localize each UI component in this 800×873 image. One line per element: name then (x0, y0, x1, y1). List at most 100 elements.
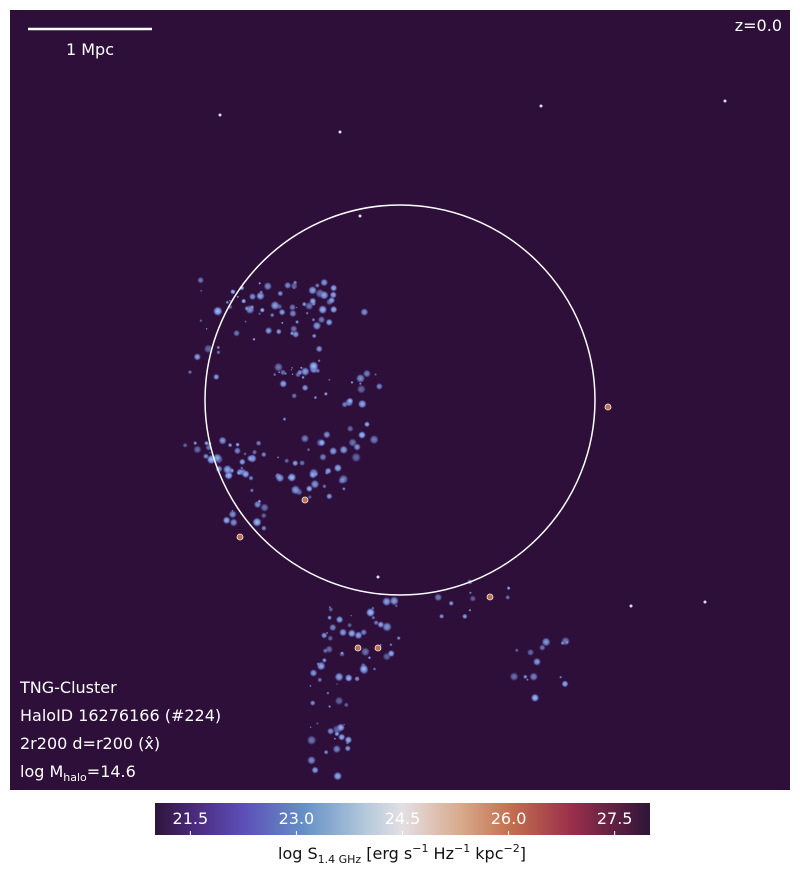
emission-blob (291, 392, 298, 399)
emission-blob (360, 647, 370, 657)
emission-blob (371, 606, 375, 610)
emission-blob (356, 384, 366, 394)
emission-blob (205, 327, 208, 330)
emission-blob (309, 684, 312, 688)
emission-blob (509, 672, 519, 682)
emission-blob (258, 281, 262, 285)
emission-blob (358, 431, 366, 439)
emission-blob (375, 382, 383, 390)
emission-blob (236, 295, 239, 298)
emission-blob (565, 640, 569, 644)
halo-mass: log Mhalo=14.6 (20, 762, 136, 784)
emission-blob (539, 644, 546, 651)
emission-blob (193, 445, 202, 454)
emission-blob (212, 306, 223, 317)
emission-blob (244, 305, 250, 311)
emission-blob (317, 359, 321, 363)
emission-blob (308, 361, 319, 372)
emission-blob (261, 525, 267, 531)
emission-blob (233, 447, 242, 455)
emission-blob (300, 434, 310, 443)
emission-blob (560, 641, 565, 646)
emission-blob (345, 675, 352, 682)
emission-blob (311, 333, 317, 339)
emission-blob (319, 290, 329, 300)
emission-blob (381, 596, 392, 607)
colorbar (155, 803, 650, 835)
emission-blob (290, 366, 294, 369)
emission-blob (269, 312, 275, 318)
emission-blob (299, 460, 306, 466)
emission-blob (328, 606, 334, 613)
emission-blob (260, 512, 267, 519)
emission-blob (296, 369, 303, 376)
emission-blob (320, 632, 328, 639)
emission-blob (322, 648, 328, 654)
emission-blob (351, 452, 362, 463)
emission-blob (327, 635, 334, 642)
emission-blob (292, 460, 299, 467)
emission-blob (305, 311, 309, 315)
emission-blob (287, 476, 290, 479)
emission-blob (310, 479, 320, 489)
superscript: −2 (504, 842, 520, 855)
point-source (629, 604, 633, 608)
emission-blob (317, 677, 323, 683)
emission-blob (313, 395, 318, 400)
emission-blob (338, 628, 348, 637)
r200-circle (204, 204, 596, 596)
text-part: =14.6 (87, 762, 136, 781)
emission-blob (505, 594, 511, 600)
emission-blob (281, 321, 284, 325)
emission-blob (396, 636, 401, 641)
emission-blob (434, 593, 443, 602)
emission-blob (346, 397, 354, 405)
emission-blob (235, 442, 240, 447)
emission-blob (182, 442, 188, 448)
emission-blob (230, 289, 236, 295)
emission-blob (357, 399, 367, 409)
emission-blob (359, 664, 369, 674)
emission-blob (312, 321, 322, 331)
emission-blob (522, 674, 528, 680)
emission-blob (290, 325, 298, 333)
redshift: z=0.0 (735, 16, 782, 35)
emission-blob (273, 362, 284, 372)
emission-blob (261, 451, 267, 458)
emission-blob (314, 283, 320, 288)
bright-source (374, 644, 382, 652)
emission-blob (334, 672, 344, 682)
emission-blob (290, 368, 293, 371)
emission-blob (316, 722, 319, 725)
emission-blob (308, 285, 318, 295)
emission-blob (338, 474, 349, 485)
emission-blob (275, 473, 285, 483)
emission-blob (379, 643, 382, 646)
emission-blob (325, 318, 333, 326)
emission-blob (246, 454, 254, 462)
point-source (338, 130, 342, 134)
colorbar-tick-label: 21.5 (173, 809, 209, 828)
emission-blob (199, 319, 203, 323)
projection: 2r200 d=r200 (x̂) (20, 734, 160, 753)
emission-blob (275, 328, 282, 335)
emission-blob (338, 733, 346, 741)
emission-blob (236, 470, 242, 476)
emission-blob (327, 615, 332, 621)
emission-blob (333, 771, 343, 781)
emission-blob (389, 596, 400, 606)
emission-blob (329, 305, 338, 314)
emission-blob (260, 503, 269, 512)
bright-source (301, 496, 309, 504)
emission-blob (287, 472, 297, 482)
emission-blob (284, 281, 292, 290)
emission-blob (272, 372, 277, 377)
emission-blob (328, 296, 336, 304)
emission-blob (228, 510, 237, 519)
emission-blob (541, 637, 551, 647)
colorbar-tick-label: 27.5 (597, 809, 633, 828)
emission-blob (243, 452, 247, 456)
emission-blob (216, 350, 221, 355)
emission-blob (336, 683, 338, 686)
